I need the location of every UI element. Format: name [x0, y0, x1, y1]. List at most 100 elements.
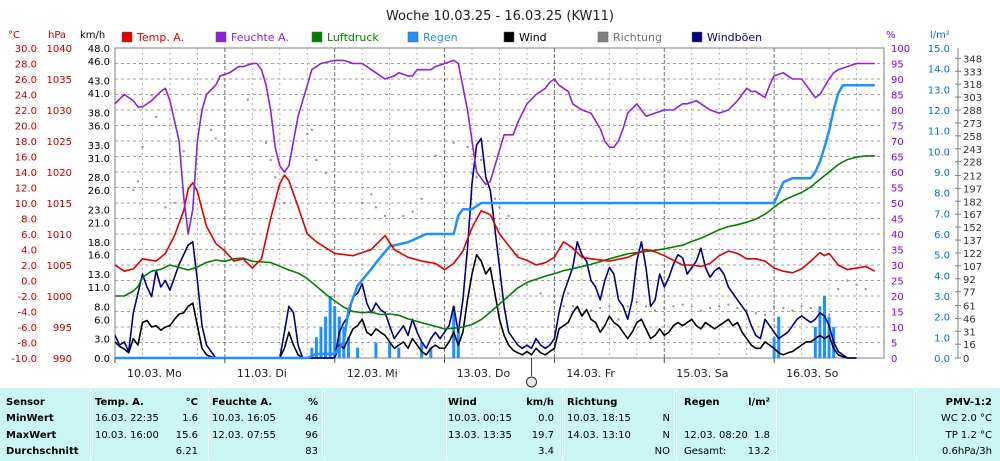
direction-point [727, 303, 730, 306]
direction-point [471, 171, 474, 174]
pressure-tick-label: 990 [53, 354, 72, 365]
header-sensor: Sensor [6, 397, 45, 408]
direction-point [539, 292, 542, 295]
day-label: 10.03. Mo [127, 367, 182, 380]
direction-point [837, 288, 840, 291]
series-line-windben [114, 137, 857, 359]
temp-tick-label: 22.0 [15, 106, 37, 117]
wind-axis-unit: km/h [80, 30, 105, 41]
rain-tick-label: 2.0 [934, 313, 950, 324]
direction-point [466, 146, 469, 149]
pressure-tick-label: 1025 [47, 137, 72, 148]
direction-point [269, 158, 272, 161]
legend-label: Windböen [707, 31, 762, 44]
direction-tick-label: 77 [963, 288, 976, 299]
pressure-tick-label: 995 [53, 323, 72, 334]
direction-tick-label: 92 [963, 275, 976, 286]
legend-swatch [407, 31, 419, 43]
direction-point [452, 141, 455, 144]
direction-min-value: N [662, 413, 670, 424]
chart-title: Woche 10.03.25 - 16.03.25 (KW11) [386, 9, 614, 24]
humidity-tick-label: 75 [891, 122, 904, 133]
humidity-min-time: 10.03. 16:05 [212, 413, 276, 424]
legend-label: Wind [519, 31, 547, 44]
header-rain-unit: l/m² [748, 397, 770, 408]
humidity-max-time: 12.03. 07:55 [212, 430, 276, 441]
direction-point [855, 283, 858, 286]
pressure-tick-label: 1040 [47, 44, 72, 55]
wind-tick-label: 16.0 [88, 251, 110, 262]
day-label: 11.03. Di [237, 367, 287, 380]
direction-point [173, 202, 176, 204]
pmv-windchill: WC 2.0 °C [940, 413, 992, 424]
rain-bar [314, 337, 318, 358]
humidity-tick-label: 10 [891, 323, 904, 334]
humidity-tick-label: 65 [891, 153, 904, 164]
rain-tick-label: 1.0 [934, 333, 950, 344]
wind-tick-label: 38.0 [88, 109, 110, 120]
wind-min-time: 10.03. 00:15 [448, 413, 512, 424]
temp-tick-label: 10.0 [15, 199, 37, 210]
rain-tick-label: 12.0 [928, 106, 950, 117]
direction-tick-label: 16 [963, 340, 976, 351]
row-label-avg: Durchschnitt [6, 446, 79, 457]
pressure-axis-unit: hPa [48, 30, 66, 41]
direction-point [864, 288, 867, 291]
direction-point [782, 307, 785, 310]
humidity-axis-unit: % [886, 30, 896, 41]
temp-tick-label: 12.0 [15, 184, 37, 195]
direction-point [736, 307, 739, 310]
rain-bar [310, 347, 314, 358]
direction-point [164, 206, 167, 209]
humidity-min-value: 46 [305, 413, 318, 424]
rain-bar [374, 342, 378, 358]
direction-tick-label: 197 [963, 184, 982, 195]
direction-point [654, 309, 657, 312]
rain-tick-label: 8.0 [934, 189, 950, 200]
direction-point [663, 307, 666, 310]
direction-point [155, 115, 158, 118]
direction-tick-label: 348 [963, 54, 982, 65]
wind-tick-label: 3.0 [94, 335, 110, 346]
day-label: 16.03. So [786, 367, 838, 380]
pressure-tick-label: 1035 [47, 75, 72, 86]
wind-tick-label: 23.0 [88, 205, 110, 216]
humidity-tick-label: 55 [891, 184, 904, 195]
wind-tick-label: 18.0 [88, 238, 110, 249]
humidity-tick-label: 70 [891, 137, 904, 148]
humidity-tick-label: 40 [891, 230, 904, 241]
direction-point [141, 146, 144, 149]
legend-label: Richtung [613, 31, 662, 44]
wind-tick-label: 13.0 [88, 270, 110, 281]
legend-label: Luftdruck [327, 31, 379, 44]
header-wind: Wind [448, 397, 477, 408]
day-label: 14.03. Fr [566, 367, 615, 380]
day-label: 15.03. Sa [676, 367, 728, 380]
pressure-tick-label: 1005 [47, 261, 72, 272]
direction-point [370, 193, 373, 196]
wind-tick-label: 26.0 [88, 186, 110, 197]
direction-point [709, 307, 712, 310]
direction-point [800, 305, 803, 308]
rain-bar [429, 347, 433, 358]
direction-point [525, 283, 528, 286]
rain-bar [319, 327, 323, 358]
direction-max-time: 14.03. 13:10 [567, 430, 631, 441]
humidity-tick-label: 45 [891, 215, 904, 226]
wind-tick-label: 48.0 [88, 44, 110, 55]
humidity-tick-label: 90 [891, 75, 904, 86]
rain-tick-label: 7.0 [934, 209, 950, 220]
temp-axis-unit: °C [8, 30, 20, 41]
rain-bar [356, 347, 360, 358]
direction-point [493, 197, 496, 200]
temp-tick-label: -2.0 [17, 292, 37, 303]
direction-tick-label: 122 [963, 249, 982, 260]
rain-bar [397, 347, 401, 358]
pressure-tick-label: 1030 [47, 106, 72, 117]
direction-point [818, 309, 821, 312]
legend-label: Regen [423, 31, 458, 44]
direction-point [791, 309, 794, 312]
temp-tick-label: 14.0 [15, 168, 37, 179]
humidity-max-value: 96 [305, 430, 318, 441]
row-label-max: MaxWert [6, 430, 57, 441]
